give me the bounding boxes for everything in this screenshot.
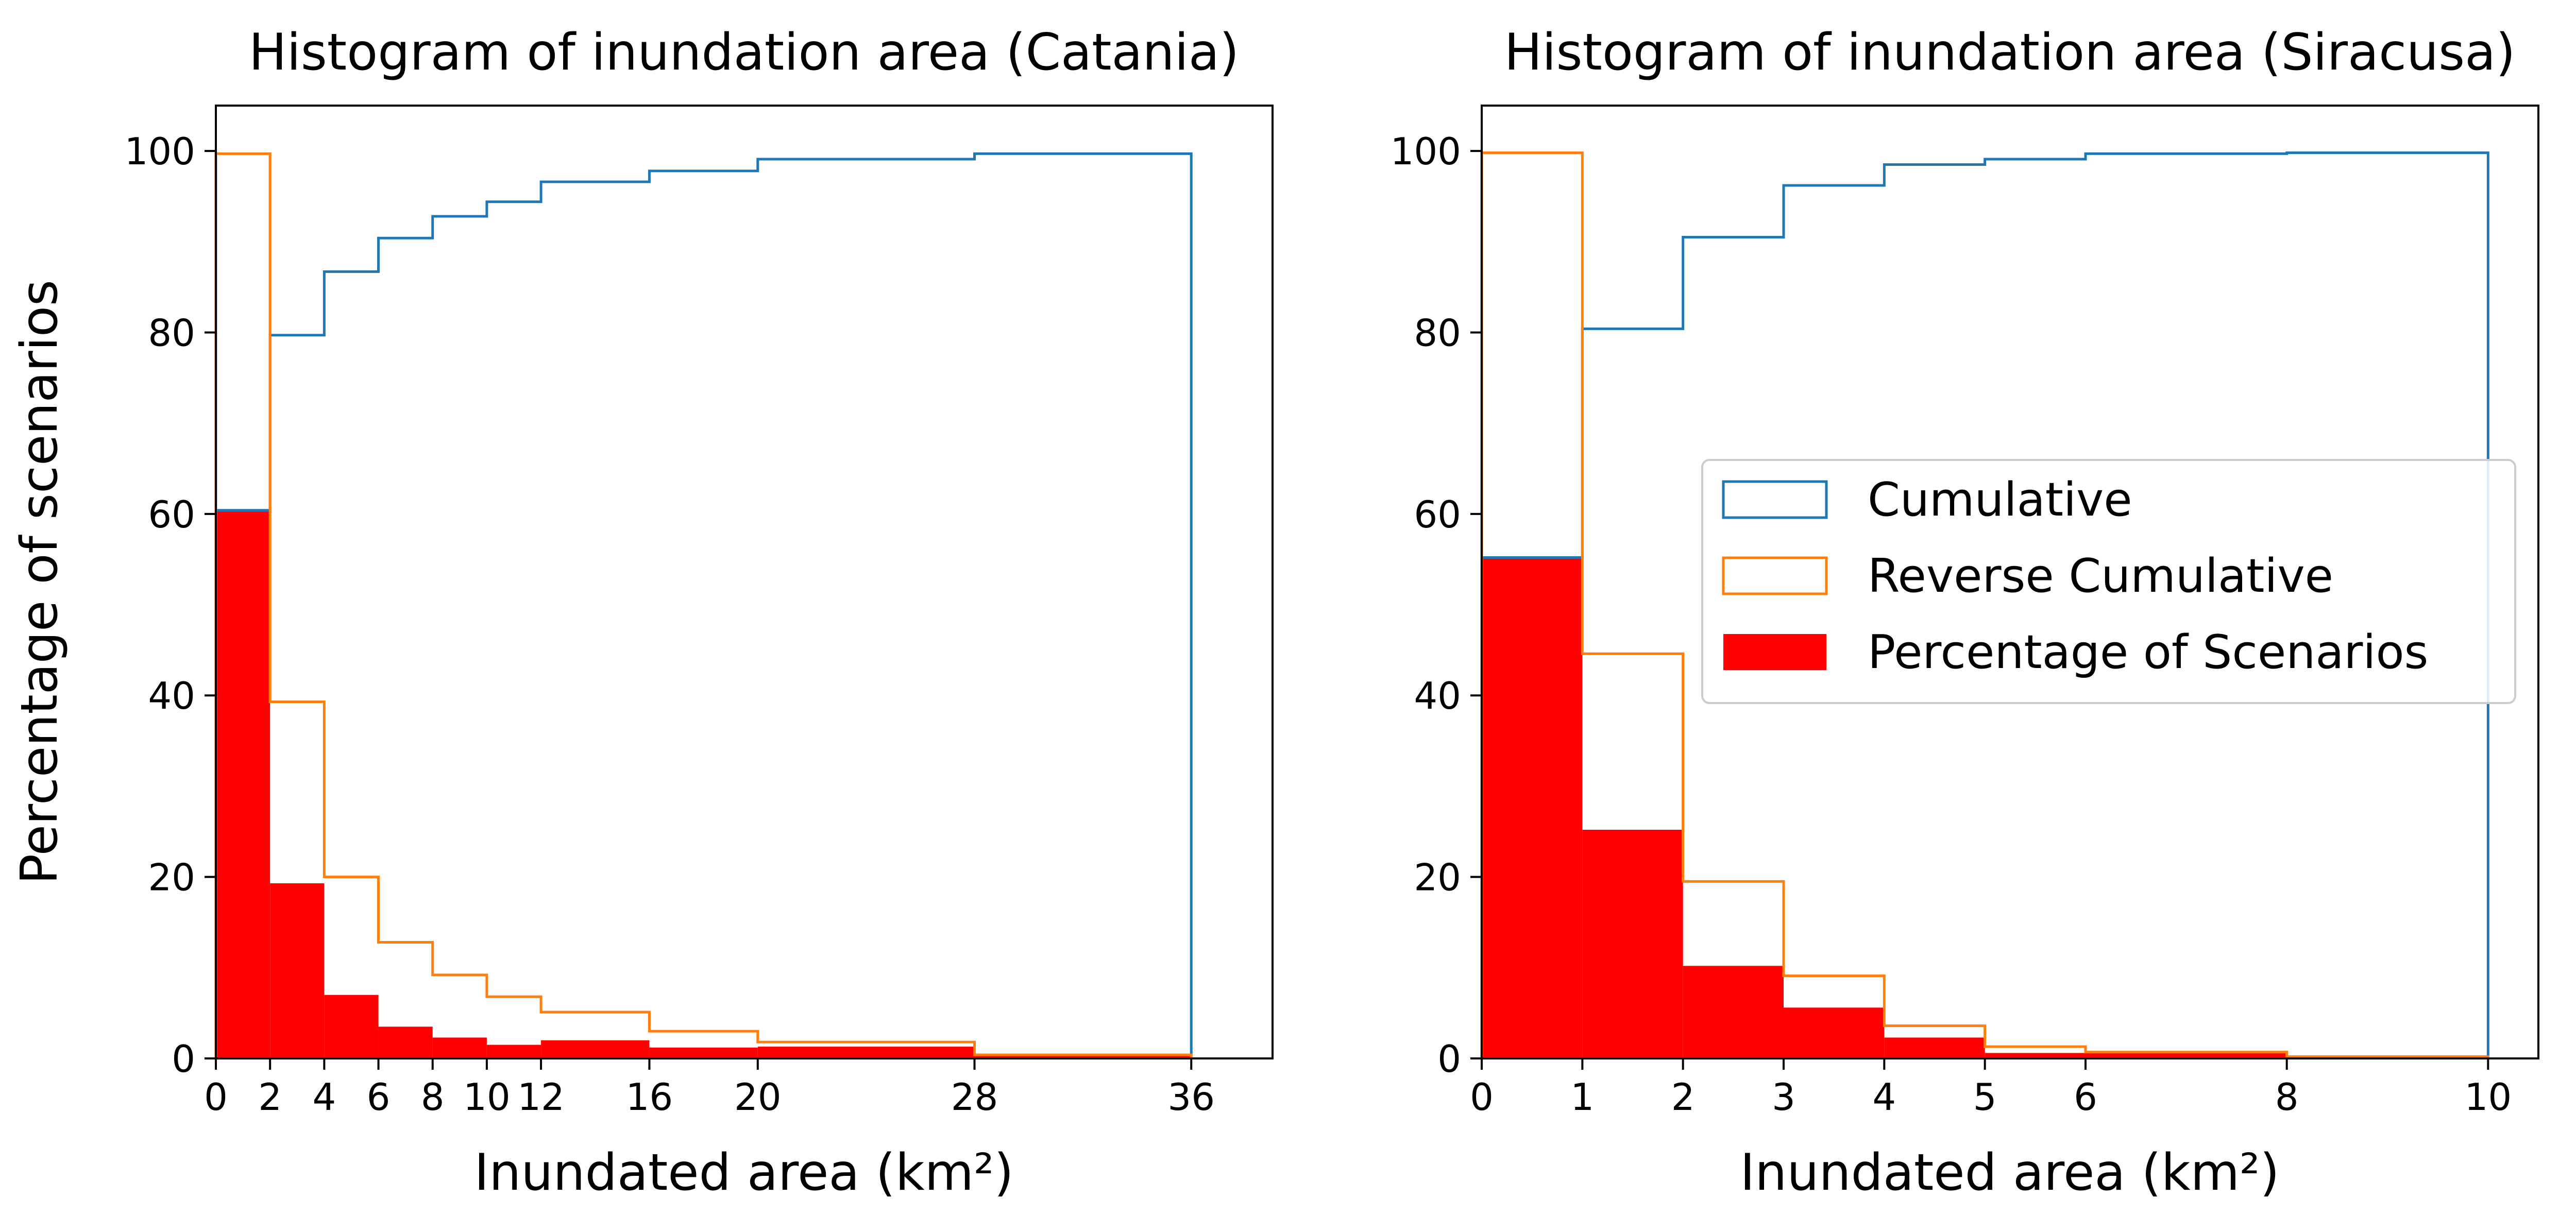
siracusa-y-tick-label: 20	[1414, 856, 1461, 899]
legend-label-cumulative: Cumulative	[1868, 473, 2132, 527]
catania-percentage-bar	[324, 995, 379, 1058]
catania-percentage-bar	[378, 1026, 433, 1058]
catania-y-tick-label: 60	[148, 493, 195, 536]
siracusa-y-tick-label: 40	[1414, 674, 1461, 717]
catania-chart-title: Histogram of inundation area (Catania)	[249, 23, 1239, 82]
catania-x-tick-label: 2	[258, 1075, 282, 1119]
catania-series-marks	[214, 152, 1193, 1058]
legend-swatch-reverse-cumulative	[1722, 556, 1828, 595]
catania-percentage-bar	[486, 1045, 541, 1058]
catania-axes-frame	[215, 105, 1274, 1059]
siracusa-percentage-bar	[1582, 830, 1683, 1058]
catania-y-tick-label: 0	[172, 1037, 195, 1081]
siracusa-percentage-bar	[1884, 1037, 1985, 1058]
catania-y-tick-label: 100	[125, 130, 195, 173]
legend-swatch-cumulative	[1722, 480, 1828, 519]
chart-legend: Cumulative Reverse Cumulative Percentage o…	[1701, 459, 2516, 704]
legend-box	[1701, 459, 2516, 704]
catania-x-tick-label: 10	[463, 1075, 511, 1119]
catania-percentage-bar	[541, 1040, 650, 1058]
catania-percentage-bar	[757, 1047, 975, 1058]
siracusa-x-tick-label: 4	[1872, 1075, 1896, 1119]
siracusa-chart-title: Histogram of inundation area (Siracusa)	[1504, 23, 2516, 82]
catania-y-tick-label: 40	[148, 674, 195, 717]
catania-x-tick-label: 8	[421, 1075, 445, 1119]
siracusa-x-tick-label: 10	[2465, 1075, 2512, 1119]
siracusa-x-tick-label: 1	[1570, 1075, 1594, 1119]
legend-label-reverse-cumulative: Reverse Cumulative	[1868, 549, 2333, 603]
catania-x-axis-label: Inundated area (km²)	[474, 1143, 1013, 1202]
catania-percentage-bar	[270, 883, 325, 1058]
siracusa-x-tick-label: 2	[1671, 1075, 1695, 1119]
catania-percentage-bar	[974, 1055, 1192, 1058]
siracusa-percentage-bar	[1683, 966, 1784, 1058]
catania-x-tick-label: 12	[517, 1075, 565, 1119]
catania-cumulative-step-line	[214, 152, 1193, 1058]
siracusa-axes-frame	[1481, 105, 2539, 1059]
catania-x-tick-label: 20	[734, 1075, 782, 1119]
catania-x-tick-label: 4	[312, 1075, 336, 1119]
catania-percentage-bar	[432, 1037, 487, 1058]
siracusa-x-tick-label: 8	[2275, 1075, 2299, 1119]
catania-x-tick-label: 16	[626, 1075, 673, 1119]
catania-percentage-bar	[649, 1047, 758, 1058]
siracusa-reverse-cumulative-step-line	[1480, 151, 2489, 1058]
siracusa-x-tick-label: 0	[1470, 1075, 1494, 1119]
siracusa-series-marks	[1480, 151, 2489, 1058]
siracusa-y-tick-label: 60	[1414, 493, 1461, 536]
siracusa-y-tick-label: 80	[1414, 311, 1461, 354]
legend-label-percentage-of-scenarios: Percentage of Scenarios	[1868, 625, 2428, 679]
catania-y-tick-label: 20	[148, 856, 195, 899]
catania-x-tick-label: 36	[1167, 1075, 1215, 1119]
siracusa-percentage-bar	[1482, 557, 1583, 1058]
siracusa-percentage-bar	[1985, 1053, 2086, 1058]
siracusa-y-tick-label: 0	[1437, 1037, 1461, 1081]
catania-percentage-bar	[216, 510, 270, 1058]
catania-reverse-cumulative-step-line	[214, 152, 1193, 1058]
catania-plot-background	[216, 106, 1273, 1058]
legend-swatch-percentage-of-scenarios	[1723, 634, 1826, 670]
catania-x-tick-label: 28	[951, 1075, 998, 1119]
siracusa-x-tick-label: 5	[1973, 1075, 1997, 1119]
siracusa-x-axis-label: Inundated area (km²)	[1740, 1143, 2279, 1202]
siracusa-x-tick-label: 3	[1772, 1075, 1795, 1119]
siracusa-percentage-bar	[2086, 1053, 2287, 1058]
siracusa-y-tick-label: 100	[1391, 130, 1461, 173]
siracusa-x-tick-label: 6	[2074, 1075, 2097, 1119]
catania-x-tick-label: 6	[367, 1075, 391, 1119]
catania-x-tick-label: 0	[204, 1075, 228, 1119]
catania-y-tick-label: 80	[148, 311, 195, 354]
catania-y-axis-label: Percentage of scenarios	[10, 280, 69, 884]
siracusa-percentage-bar	[1784, 1007, 1885, 1058]
